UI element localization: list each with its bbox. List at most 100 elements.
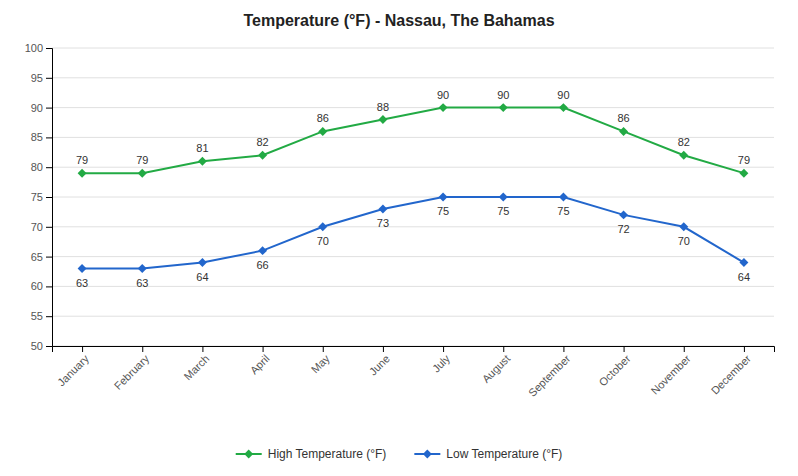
tick-label: January <box>55 352 92 389</box>
grid-line <box>52 77 774 78</box>
tick-mark <box>46 48 52 49</box>
data-label: 88 <box>377 101 389 113</box>
tick: 50 <box>31 340 52 352</box>
tick: October <box>596 346 632 388</box>
tick-label: 60 <box>31 280 43 292</box>
legend-marker <box>423 450 432 459</box>
grid-line <box>52 197 774 198</box>
point <box>78 169 87 178</box>
tick: 80 <box>31 161 52 173</box>
point <box>679 151 688 160</box>
tick: 90 <box>31 102 52 114</box>
data-label: 90 <box>437 89 449 101</box>
tick-mark <box>46 286 52 287</box>
tick-label: July <box>430 352 453 375</box>
data-label: 75 <box>437 205 449 217</box>
point <box>439 193 448 202</box>
tick: July <box>430 346 453 375</box>
tick-label: 80 <box>31 161 43 173</box>
tick-label: November <box>648 352 693 397</box>
tick-mark <box>503 346 504 352</box>
tick-label: April <box>248 352 272 376</box>
tick-mark <box>46 108 52 109</box>
legend-marker <box>244 450 253 459</box>
data-label: 63 <box>136 277 148 289</box>
point <box>318 222 327 231</box>
tick: 75 <box>31 191 52 203</box>
tick-mark <box>46 346 52 347</box>
tick: 60 <box>31 280 52 292</box>
legend-item: High Temperature (°F) <box>236 447 387 461</box>
tick-label: August <box>480 352 513 385</box>
tick-label: February <box>112 352 152 392</box>
point <box>559 193 568 202</box>
data-label: 82 <box>678 136 690 148</box>
data-label: 79 <box>738 154 750 166</box>
legend-label: High Temperature (°F) <box>268 447 387 461</box>
point <box>679 222 688 231</box>
point <box>378 115 387 124</box>
chart: Temperature (°F) - Nassau, The Bahamas 50… <box>0 0 798 476</box>
line <box>82 197 744 269</box>
data-label: 73 <box>377 217 389 229</box>
tick-mark <box>383 346 384 352</box>
tick: December <box>709 346 754 397</box>
legend-item: Low Temperature (°F) <box>414 447 562 461</box>
legend: High Temperature (°F) Low Temperature (°F… <box>236 447 563 461</box>
title: Temperature (°F) - Nassau, The Bahamas <box>243 12 554 29</box>
data-label: 86 <box>617 112 629 124</box>
legend-label: Low Temperature (°F) <box>446 447 562 461</box>
data-label: 90 <box>497 89 509 101</box>
point <box>318 127 327 136</box>
tick-mark <box>443 346 444 352</box>
tick-label: September <box>526 352 573 399</box>
tick-label: October <box>596 352 632 388</box>
data-label: 79 <box>76 154 88 166</box>
grid-line <box>52 316 774 317</box>
point <box>138 169 147 178</box>
marks <box>78 103 749 273</box>
tick-mark <box>46 78 52 79</box>
point <box>739 169 748 178</box>
tick: April <box>248 346 272 376</box>
tick: 85 <box>31 131 52 143</box>
data-label: 82 <box>256 136 268 148</box>
x-axis: JanuaryFebruaryMarchAprilMayJuneJulyAugu… <box>53 346 775 399</box>
tick-label: March <box>181 352 211 382</box>
data-label: 86 <box>317 112 329 124</box>
tick-label: 95 <box>31 72 43 84</box>
tick: 70 <box>31 221 52 233</box>
data-label: 72 <box>617 223 629 235</box>
data-label: 75 <box>497 205 509 217</box>
point <box>499 103 508 112</box>
line <box>82 108 744 174</box>
tick: August <box>480 346 513 385</box>
tick-label: 90 <box>31 102 43 114</box>
tick: November <box>648 346 693 397</box>
axis-line <box>53 347 775 353</box>
tick-mark <box>46 167 52 168</box>
tick-mark <box>46 316 52 317</box>
tick-label: 55 <box>31 310 43 322</box>
tick-mark <box>46 197 52 198</box>
data-label: 63 <box>76 277 88 289</box>
tick-label: 50 <box>31 340 43 352</box>
tick-mark <box>744 346 745 352</box>
tick-mark <box>684 346 685 352</box>
point <box>258 246 267 255</box>
data-label: 81 <box>196 142 208 154</box>
tick-mark <box>323 346 324 352</box>
point <box>378 204 387 213</box>
data-labels: 7979818286889090908682796363646670737575… <box>76 89 750 289</box>
data-label: 75 <box>557 205 569 217</box>
tick-label: 75 <box>31 191 43 203</box>
point <box>198 157 207 166</box>
grid-line <box>52 226 774 227</box>
tick-mark <box>46 227 52 228</box>
data-label: 90 <box>557 89 569 101</box>
tick-mark <box>202 346 203 352</box>
point <box>258 151 267 160</box>
plot: 50556065707580859095100JanuaryFebruaryMa… <box>25 42 775 399</box>
tick: May <box>309 346 333 375</box>
grid <box>52 48 774 346</box>
